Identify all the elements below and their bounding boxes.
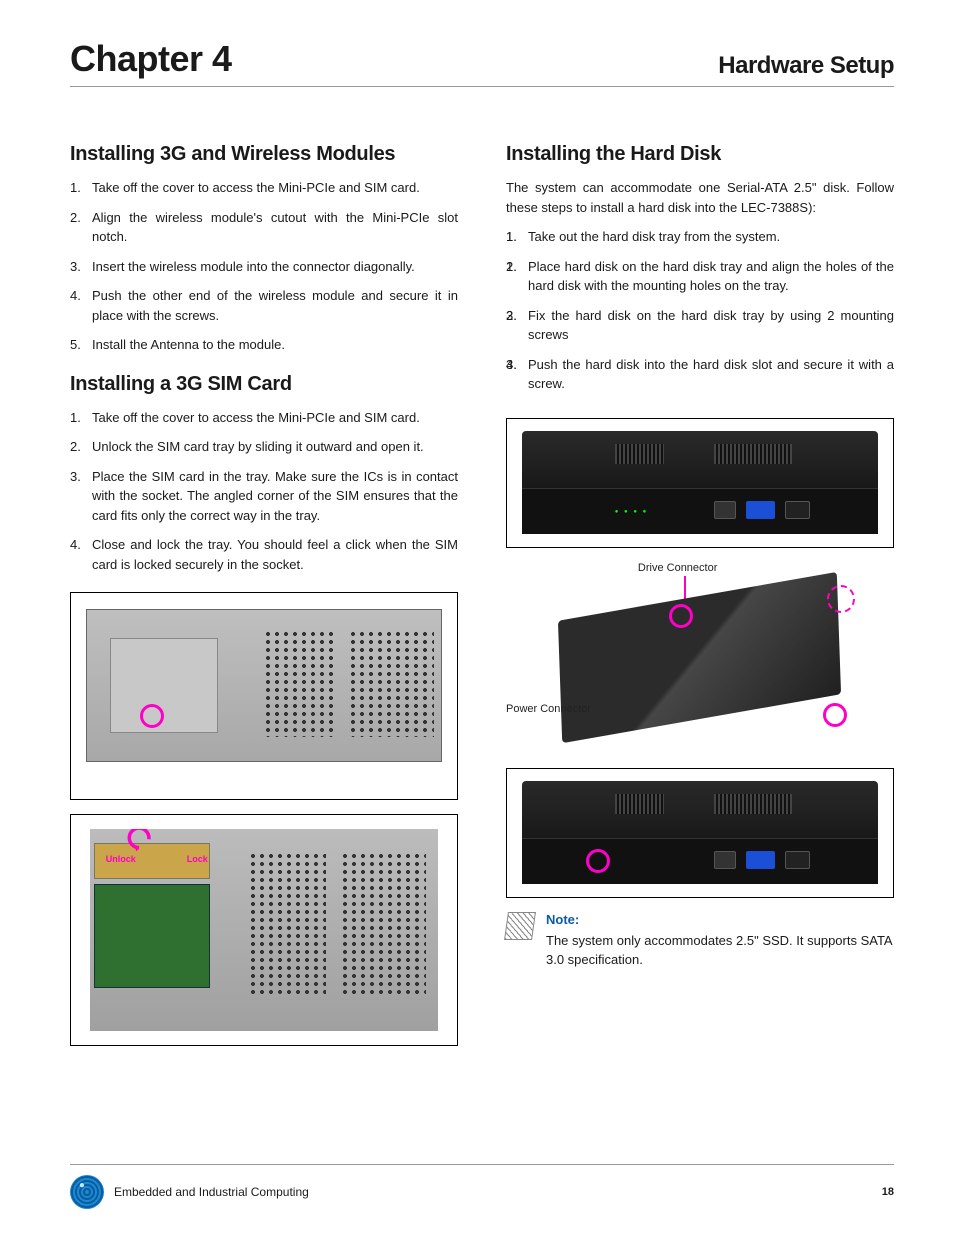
section-3g-wireless-steps: Take off the cover to access the Mini-PC…	[70, 178, 458, 355]
step-item: 2.Fix the hard disk on the hard disk tra…	[506, 306, 894, 345]
note-title: Note:	[546, 912, 894, 927]
step-item: 3.Push the hard disk into the hard disk …	[506, 355, 894, 394]
logo-globe-icon	[70, 1175, 104, 1209]
callout-circle-icon	[669, 604, 693, 628]
callout-circle-icon	[823, 703, 847, 727]
step-item: Close and lock the tray. You should feel…	[70, 535, 458, 574]
step-item: Push the other end of the wireless modul…	[70, 286, 458, 325]
section-3g-wireless-title: Installing 3G and Wireless Modules	[70, 143, 458, 166]
chapter-title: Chapter 4	[70, 38, 232, 80]
section-hdd-intro: The system can accommodate one Serial-AT…	[506, 178, 894, 217]
step-item: Align the wireless module's cutout with …	[70, 208, 458, 247]
section-sim-steps: Take off the cover to access the Mini-PC…	[70, 408, 458, 575]
figure-device-front-2	[506, 768, 894, 898]
section-sim-title: Installing a 3G SIM Card	[70, 373, 458, 396]
note-body: The system only accommodates 2.5" SSD. I…	[546, 931, 894, 970]
unlock-arrow-icon	[125, 829, 153, 851]
page-title: Hardware Setup	[718, 52, 894, 80]
callout-dashed-circle-icon	[827, 585, 855, 613]
section-hdd-steps: 1.Take out the hard disk tray from the s…	[506, 227, 894, 394]
footer-text: Embedded and Industrial Computing	[114, 1185, 309, 1199]
lock-label: Lock	[187, 854, 208, 864]
page-footer: Embedded and Industrial Computing 18	[70, 1164, 894, 1209]
drive-connector-label: Drive Connector	[638, 562, 717, 574]
figure-sim-board: Unlock Lock	[70, 814, 458, 1046]
left-column: Installing 3G and Wireless Modules Take …	[70, 135, 458, 1060]
power-connector-label: Power Connector	[506, 703, 591, 715]
figure-device-front-1: ● ● ● ●	[506, 418, 894, 548]
step-item: Install the Antenna to the module.	[70, 335, 458, 355]
note-block: Note: The system only accommodates 2.5" …	[506, 912, 894, 970]
unlock-label: Unlock	[106, 854, 136, 864]
step-item: Insert the wireless module into the conn…	[70, 257, 458, 277]
step-item: Unlock the SIM card tray by sliding it o…	[70, 437, 458, 457]
right-column: Installing the Hard Disk The system can …	[506, 135, 894, 1060]
figure-hard-disk: Drive Connector Power Connector	[506, 562, 894, 754]
step-item: 1.Place hard disk on the hard disk tray …	[506, 257, 894, 296]
page-number: 18	[882, 1186, 894, 1198]
step-item: Take off the cover to access the Mini-PC…	[70, 178, 458, 198]
step-item: 1.Take out the hard disk tray from the s…	[506, 227, 894, 247]
step-item: Take off the cover to access the Mini-PC…	[70, 408, 458, 428]
page-header: Chapter 4 Hardware Setup	[70, 38, 894, 87]
step-item: Place the SIM card in the tray. Make sur…	[70, 467, 458, 526]
note-icon	[504, 912, 536, 940]
figure-chassis-top	[70, 592, 458, 800]
section-hdd-title: Installing the Hard Disk	[506, 143, 894, 166]
